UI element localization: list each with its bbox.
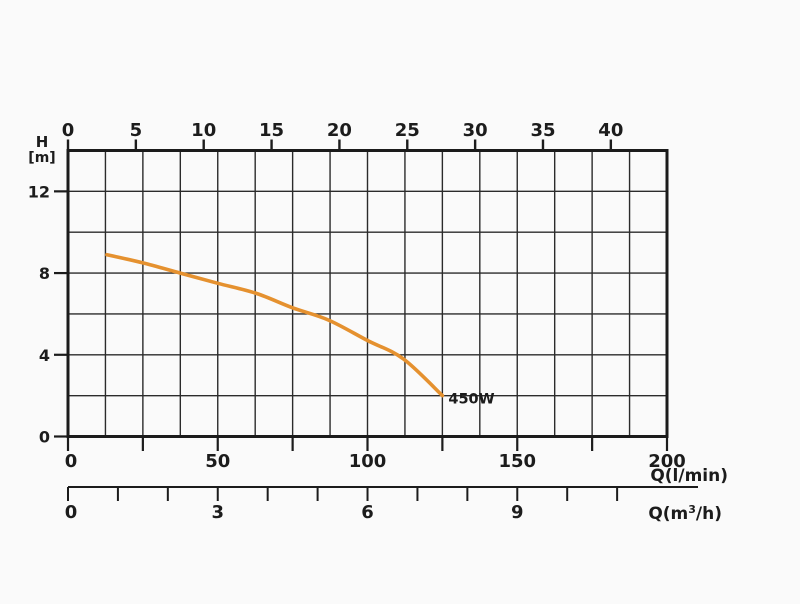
- top-axis-tick-label: 15: [259, 120, 284, 141]
- lmin-unit-label: Q(l/min): [650, 466, 728, 486]
- curve-450w: [105, 252, 445, 398]
- m3h-tick-label: 9: [511, 502, 524, 523]
- chart-grid: [67, 149, 668, 438]
- m3h-tick-label: 3: [211, 502, 224, 523]
- lmin-tick-label: 50: [205, 451, 230, 472]
- lmin-tick-label: 0: [65, 451, 78, 472]
- top-axis: 0 5 10 15 20 25 30 35 40: [62, 120, 623, 151]
- m3h-tick-label: 0: [65, 502, 78, 523]
- plot-border: [66, 149, 669, 438]
- left-axis-unit: [m]: [28, 150, 55, 166]
- top-axis-tick-label: 20: [327, 120, 352, 141]
- top-axis-tick-label: 10: [191, 120, 216, 141]
- top-axis-tick-label: 40: [598, 120, 623, 141]
- top-axis-tick-label: 30: [463, 120, 488, 141]
- left-axis-tick-label: 4: [39, 346, 50, 365]
- lmin-tick-label: 100: [349, 451, 387, 472]
- left-axis-tick-label: 8: [39, 264, 50, 283]
- top-axis-tick-label: 35: [530, 120, 555, 141]
- left-axis-title: H: [36, 133, 49, 151]
- top-axis-tick-label: 5: [130, 120, 143, 141]
- lmin-tick-label: 200: [648, 451, 686, 472]
- bottom-axis-m3h: 0 3 6 9 Q(m3/h): [65, 486, 722, 524]
- m3h-tick-label: 6: [361, 502, 374, 523]
- lmin-tick-label: 150: [498, 451, 536, 472]
- curve-label-450w: 450W: [448, 392, 494, 408]
- left-axis: H[m] 12 8 4 0: [28, 133, 67, 447]
- top-axis-tick-label: 25: [395, 120, 420, 141]
- top-axis-tick-label: 0: [62, 120, 75, 141]
- left-axis-tick-label: 0: [39, 428, 50, 447]
- left-axis-tick-label: 12: [28, 182, 50, 201]
- m3h-unit-label: Q(m3/h): [648, 503, 722, 524]
